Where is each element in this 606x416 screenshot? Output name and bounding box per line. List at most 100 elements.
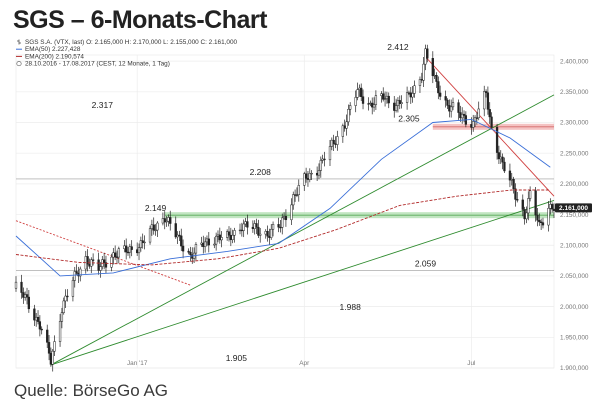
candle-body	[253, 223, 256, 229]
candle-body	[257, 226, 260, 236]
x-tick-label: Jan '17	[127, 360, 148, 367]
candle-body	[426, 48, 429, 59]
candle-body	[117, 248, 120, 258]
candle-body	[411, 93, 414, 98]
candles-layer	[14, 44, 556, 372]
candle-body	[349, 105, 352, 110]
candle-body	[71, 280, 75, 297]
candle-body	[514, 188, 517, 200]
candle-body	[240, 229, 243, 232]
ema50-line	[15, 118, 551, 277]
candle-body	[270, 228, 273, 238]
candle-body	[292, 194, 295, 206]
candle-body	[205, 238, 209, 243]
candle-body	[486, 92, 490, 110]
candle-body	[503, 161, 506, 172]
candle-body	[203, 241, 207, 248]
candle-body	[163, 218, 166, 223]
candle-body	[53, 341, 56, 352]
last-price-text: 2.161,000	[559, 205, 588, 212]
candle-body	[123, 245, 126, 250]
candle-body	[418, 79, 422, 86]
candle-body	[439, 92, 442, 97]
candle-body	[539, 221, 543, 223]
candle-body	[75, 271, 78, 274]
candle-body	[383, 98, 387, 100]
candle-body	[319, 160, 322, 171]
y-tick-label: 2.400,000	[560, 58, 589, 65]
candle-body	[271, 224, 275, 230]
candle-body	[367, 103, 370, 105]
ema200-line	[15, 189, 551, 266]
price-annotation: 2.317	[92, 100, 114, 110]
candle-body	[200, 242, 203, 245]
candle-body	[528, 190, 532, 199]
candle-body	[281, 217, 284, 228]
candle-body	[58, 321, 62, 342]
candle-body	[435, 74, 438, 82]
candle-body	[321, 158, 324, 161]
y-tick-label: 2.000,000	[560, 304, 589, 311]
x-axis: Jan '17 Apr Jul	[127, 360, 475, 367]
candle-body	[64, 295, 67, 302]
candle-body	[470, 124, 473, 128]
candle-body	[226, 231, 229, 238]
y-tick-label: 2.100,000	[560, 242, 589, 249]
candle-body	[79, 268, 82, 277]
candle-body	[152, 224, 155, 231]
candle-body	[220, 237, 223, 241]
y-tick-label: 2.200,000	[560, 181, 589, 188]
candle-body	[523, 209, 526, 220]
candle-body	[169, 217, 172, 224]
candle-body	[495, 127, 499, 153]
candle-body	[110, 256, 113, 268]
candle-body	[527, 198, 530, 214]
candle-body	[97, 259, 100, 271]
candle-body	[409, 92, 412, 98]
candle-body	[128, 246, 131, 253]
candle-body	[24, 294, 27, 298]
price-annotation: 2.149	[145, 203, 167, 213]
trendline	[50, 94, 555, 366]
candle-body	[284, 216, 288, 221]
candle-body	[137, 247, 141, 254]
candle-body	[47, 342, 51, 354]
candle-body	[461, 113, 464, 119]
candle-body	[150, 224, 154, 229]
candle-body	[551, 204, 554, 210]
candle-body	[242, 223, 245, 231]
hlines-layer	[16, 178, 554, 271]
price-annotation: 2.208	[250, 167, 272, 177]
candle-body	[405, 92, 409, 103]
y-tick-label: 2.350,000	[560, 89, 589, 96]
candle-body	[385, 95, 389, 99]
candle-body	[66, 295, 69, 298]
candle-body	[343, 125, 346, 129]
candle-body	[36, 316, 40, 322]
candle-body	[334, 143, 337, 145]
candle-body	[310, 172, 313, 175]
x-tick-label: Apr	[299, 360, 310, 367]
candle-body	[22, 292, 25, 298]
candle-body	[304, 173, 308, 179]
candle-body	[99, 266, 102, 271]
page-title: SGS – 6-Monats-Chart	[13, 6, 267, 34]
candle-body	[268, 235, 271, 238]
candle-body	[424, 48, 427, 65]
candle-body	[413, 85, 416, 94]
candle-body	[407, 92, 411, 94]
candle-body	[323, 158, 326, 161]
candle-body	[207, 238, 210, 246]
candle-body	[194, 244, 198, 254]
candle-body	[358, 87, 361, 90]
candle-body	[490, 116, 493, 128]
candle-body	[161, 218, 165, 224]
candle-body	[521, 199, 524, 210]
y-tick-label: 1.900,000	[560, 365, 589, 372]
y-tick-label: 2.050,000	[560, 273, 589, 280]
price-annotation: 1.988	[340, 302, 362, 312]
candle-body	[394, 105, 398, 111]
candle-body	[35, 316, 38, 321]
candle-body	[534, 190, 537, 216]
candle-body	[290, 204, 293, 221]
